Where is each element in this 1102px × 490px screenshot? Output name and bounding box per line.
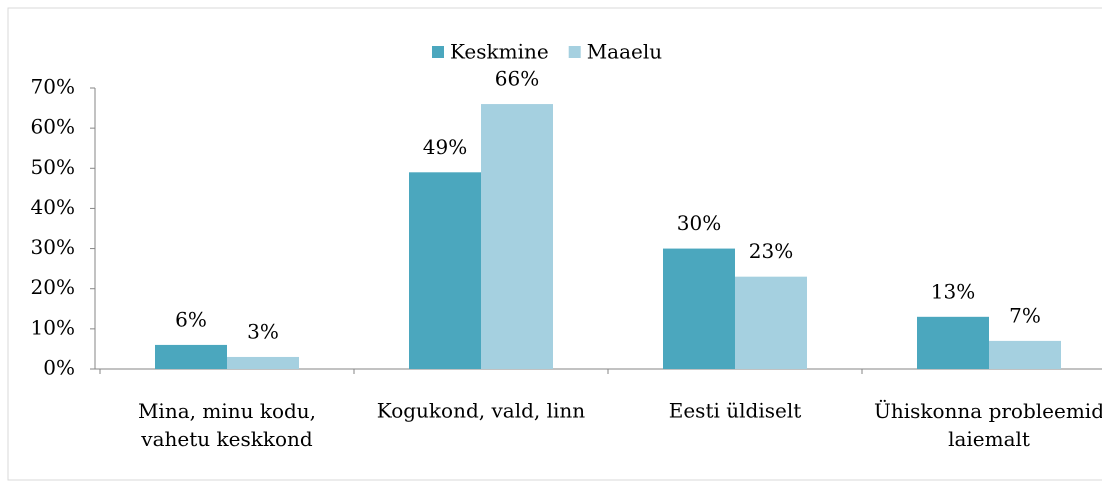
bar [917, 316, 989, 369]
bar [735, 276, 807, 369]
data-label: 7% [1009, 303, 1041, 327]
legend-swatch [568, 46, 581, 58]
bar [663, 248, 735, 369]
data-label: 3% [247, 319, 279, 343]
bar [989, 340, 1061, 369]
y-tick-label: 40% [31, 195, 75, 219]
data-label: 49% [423, 135, 467, 159]
legend-label: Maaelu [587, 40, 663, 64]
y-tick-label: 50% [31, 155, 75, 179]
y-tick-label: 30% [31, 235, 75, 259]
data-label: 6% [175, 307, 207, 331]
y-tick-label: 20% [31, 275, 75, 299]
bar [227, 356, 299, 369]
bar [409, 172, 481, 369]
legend-swatch [432, 46, 444, 58]
data-label: 30% [677, 211, 721, 235]
legend-label: Keskmine [450, 40, 549, 64]
chart-border [7, 7, 1102, 481]
x-tick-label: Eesti üldiselt [669, 399, 802, 423]
y-tick-label: 0% [43, 356, 75, 380]
x-tick-label: Mina, minu kodu, vahetu keskkond [138, 399, 316, 451]
data-label: 23% [749, 239, 793, 263]
bar [155, 344, 227, 369]
x-tick-label: Ühiskonna probleemid laiemalt [874, 398, 1102, 451]
x-tick-label: Kogukond, vald, linn [377, 399, 585, 423]
data-label: 66% [495, 67, 539, 91]
y-tick-label: 60% [31, 115, 75, 139]
y-tick-label: 70% [31, 75, 75, 99]
y-tick-label: 10% [31, 315, 75, 339]
bar [481, 104, 553, 370]
data-label: 13% [931, 279, 975, 303]
